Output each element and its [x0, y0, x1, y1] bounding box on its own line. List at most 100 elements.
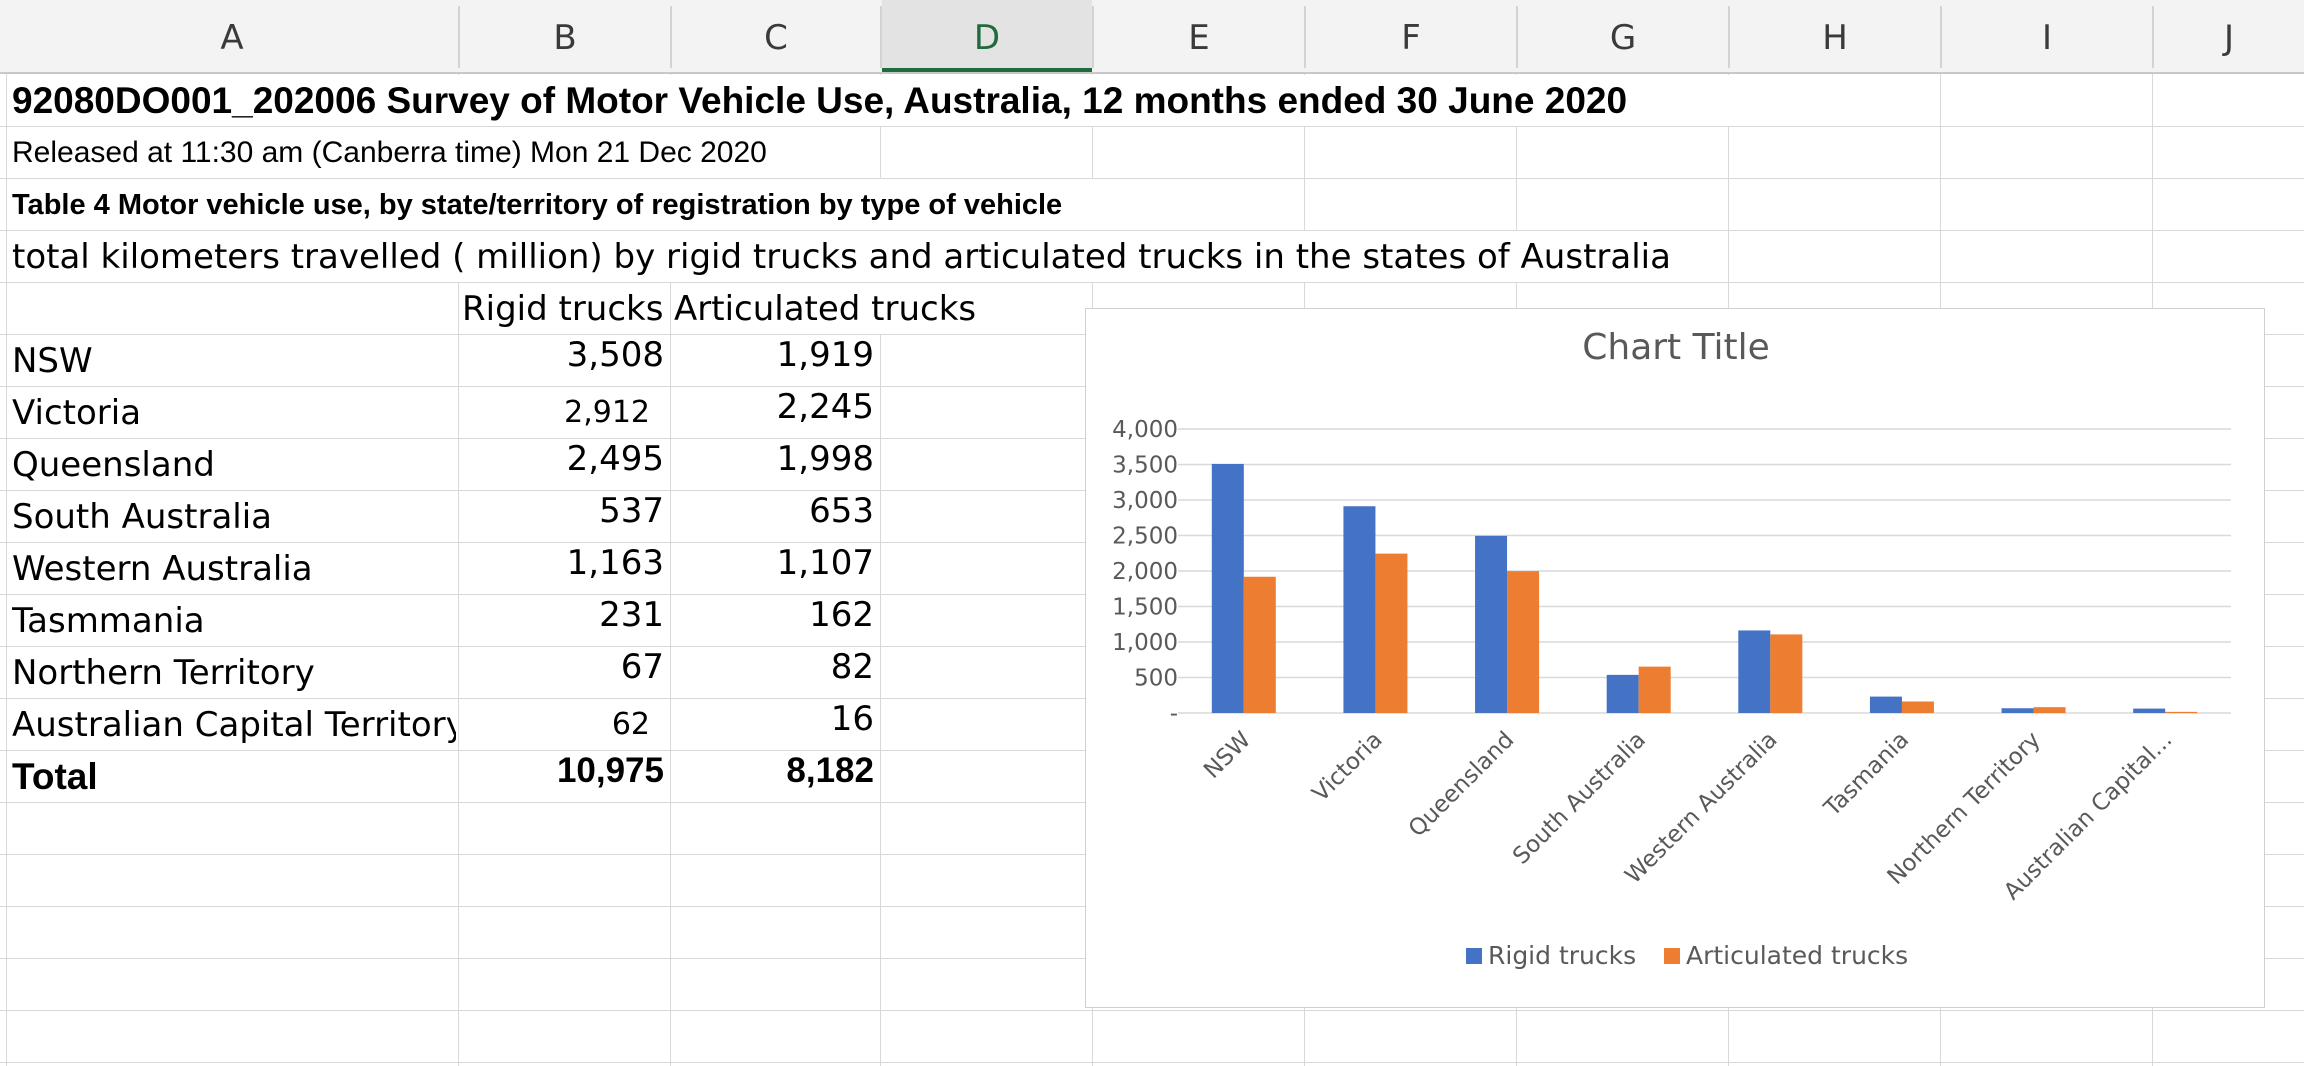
- column-header-g[interactable]: G: [1609, 18, 1637, 58]
- grid-line: [670, 74, 671, 1066]
- rigid-value-cell[interactable]: 1,163: [566, 543, 664, 583]
- column-header-i[interactable]: I: [2041, 18, 2053, 58]
- rigid-value-cell[interactable]: 231: [599, 595, 664, 635]
- rigid-value-cell[interactable]: 3,508: [566, 335, 664, 375]
- y-tick-label: 1,000: [1112, 630, 1178, 656]
- column-header-b[interactable]: B: [553, 18, 577, 58]
- column-separator[interactable]: [1940, 6, 1942, 68]
- grid-line: [880, 74, 881, 1066]
- column-header-e[interactable]: E: [1188, 18, 1210, 58]
- state-cell[interactable]: NSW: [12, 341, 93, 381]
- state-cell[interactable]: Tasmmania: [12, 601, 205, 641]
- bar-rigid-trucks: [1343, 506, 1376, 713]
- x-category-label: Queensland: [1404, 727, 1519, 842]
- total-rigid-cell[interactable]: 10,975: [556, 751, 664, 790]
- column-separator[interactable]: [880, 6, 882, 68]
- rigid-value-cell[interactable]: 62: [611, 707, 650, 742]
- y-tick-label: 500: [1134, 666, 1178, 692]
- articulated-value-cell[interactable]: 1,107: [776, 543, 874, 583]
- grid-line: [0, 1062, 2304, 1063]
- bar-articulated-trucks: [1507, 571, 1540, 713]
- x-category-label: Tasmania: [1819, 727, 1914, 822]
- articulated-value-cell[interactable]: 82: [830, 647, 874, 687]
- y-tick-label: 2,000: [1112, 559, 1178, 585]
- rigid-value-cell[interactable]: 67: [620, 647, 664, 687]
- articulated-value-cell[interactable]: 1,998: [776, 439, 874, 479]
- header-articulated-trucks[interactable]: Articulated trucks: [674, 289, 977, 329]
- bar-rigid-trucks: [1211, 463, 1244, 713]
- grid-line: [0, 230, 2304, 231]
- column-header-c[interactable]: C: [764, 18, 788, 58]
- bar-articulated-trucks: [1243, 576, 1276, 713]
- grid-line: [6, 74, 7, 1066]
- grid-line: [0, 126, 2304, 127]
- column-header-a[interactable]: A: [220, 18, 244, 58]
- legend-swatch-rigid: [1466, 948, 1482, 964]
- release-info[interactable]: Released at 11:30 am (Canberra time) Mon…: [12, 136, 767, 169]
- y-tick-label: 2,500: [1112, 524, 1178, 550]
- grid-line: [0, 282, 2304, 283]
- articulated-value-cell[interactable]: 16: [830, 699, 874, 739]
- grid-line: [0, 178, 2304, 179]
- column-header-f[interactable]: F: [1401, 18, 1421, 58]
- legend-label-rigid: Rigid trucks: [1488, 941, 1636, 970]
- state-cell[interactable]: Northern Territory: [12, 653, 315, 693]
- column-header-d[interactable]: D: [882, 0, 1092, 72]
- state-cell[interactable]: Queensland: [12, 445, 215, 485]
- column-separator[interactable]: [1092, 6, 1094, 68]
- bar-rigid-trucks: [1738, 630, 1771, 713]
- worksheet-grid[interactable]: 92080DO001_202006 Survey of Motor Vehicl…: [0, 74, 2304, 1066]
- bar-articulated-trucks: [1638, 666, 1671, 713]
- column-separator[interactable]: [1728, 6, 1730, 68]
- total-label[interactable]: Total: [12, 756, 98, 797]
- x-category-label: NSW: [1199, 727, 1256, 784]
- y-tick-label: 1,500: [1112, 595, 1178, 621]
- bar-articulated-trucks: [1770, 634, 1803, 713]
- column-separator[interactable]: [1516, 6, 1518, 68]
- header-rigid-trucks[interactable]: Rigid trucks: [462, 289, 664, 329]
- sheet-title[interactable]: 92080DO001_202006 Survey of Motor Vehicl…: [12, 80, 1628, 121]
- bar-articulated-trucks: [2033, 707, 2066, 713]
- total-articulated-cell[interactable]: 8,182: [786, 751, 874, 790]
- y-tick-label: 3,500: [1112, 453, 1178, 479]
- column-separator[interactable]: [1304, 6, 1306, 68]
- column-header-j[interactable]: J: [2223, 18, 2235, 58]
- bar-articulated-trucks: [1375, 553, 1408, 713]
- bar-articulated-trucks: [1901, 701, 1934, 713]
- articulated-value-cell[interactable]: 162: [809, 595, 874, 635]
- articulated-value-cell[interactable]: 1,919: [776, 335, 874, 375]
- bar-rigid-trucks: [2133, 708, 2166, 713]
- bar-articulated-trucks: [2165, 711, 2198, 713]
- table-description[interactable]: total kilometers travelled ( million) by…: [12, 237, 1671, 277]
- chart-canvas: Chart Title - 500 1,000 1,500 2,000 2,500 3,000…: [1112, 327, 2231, 970]
- table-title[interactable]: Table 4 Motor vehicle use, by state/terr…: [12, 189, 1063, 221]
- grid-line: [0, 1010, 2304, 1011]
- bar-rigid-trucks: [1475, 535, 1508, 713]
- x-category-label: Victoria: [1308, 727, 1388, 807]
- articulated-value-cell[interactable]: 653: [809, 491, 874, 531]
- state-cell[interactable]: Victoria: [12, 393, 142, 433]
- rigid-value-cell[interactable]: 2,495: [566, 439, 664, 479]
- y-tick-label: 3,000: [1112, 488, 1178, 514]
- bar-rigid-trucks: [1869, 696, 1902, 713]
- y-tick-label: -: [1170, 701, 1178, 727]
- state-cell[interactable]: Western Australia: [12, 549, 313, 589]
- bar-rigid-trucks: [2001, 708, 2034, 713]
- legend-swatch-articulated: [1664, 948, 1680, 964]
- rigid-value-cell[interactable]: 537: [599, 491, 664, 531]
- column-header-h[interactable]: H: [1822, 18, 1848, 58]
- state-cell[interactable]: Australian Capital Territory: [12, 705, 456, 745]
- grid-line: [458, 74, 459, 1066]
- bar-rigid-trucks: [1606, 674, 1639, 713]
- chart-title: Chart Title: [1582, 327, 1770, 368]
- state-cell[interactable]: South Australia: [12, 497, 273, 537]
- column-separator[interactable]: [670, 6, 672, 68]
- column-separator[interactable]: [2152, 6, 2154, 68]
- column-header-bar: A B C D E F G H I J: [0, 0, 2304, 74]
- column-separator[interactable]: [458, 6, 460, 68]
- legend-label-articulated: Articulated trucks: [1686, 941, 1908, 970]
- bar-chart[interactable]: Chart Title - 500 1,000 1,500 2,000 2,500 3,000…: [1085, 308, 2265, 1008]
- rigid-value-cell[interactable]: 2,912: [564, 395, 650, 430]
- articulated-value-cell[interactable]: 2,245: [776, 387, 874, 427]
- x-category-label: South Australia: [1508, 727, 1651, 870]
